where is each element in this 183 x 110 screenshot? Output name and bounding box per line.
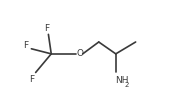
Text: O: O bbox=[76, 49, 83, 58]
Text: F: F bbox=[23, 41, 28, 50]
Text: F: F bbox=[29, 75, 35, 84]
Text: F: F bbox=[44, 24, 49, 33]
Text: 2: 2 bbox=[125, 82, 129, 88]
Text: NH: NH bbox=[115, 76, 128, 85]
